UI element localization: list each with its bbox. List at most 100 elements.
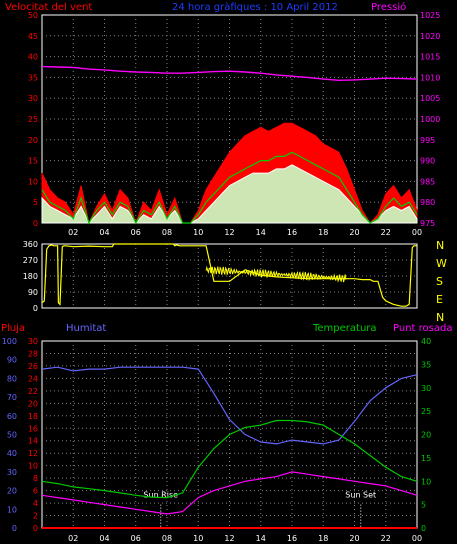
x-tick-label: 04 [99,228,109,237]
x-tick-label: 00 [412,534,422,543]
y-tick-label: 1005 [420,94,440,103]
y-tick-label: 60 [7,412,17,421]
wind-speed-label: Velocitat del vent [5,2,92,13]
y-tick-label: 80 [7,374,17,383]
y-tick-label: 90 [28,288,38,297]
y-tick-label: 14 [28,437,38,446]
sunrise-label: Sun Rise [143,491,178,500]
x-tick-label: 22 [381,534,391,543]
y-tick-label: 16 [28,424,38,433]
y-tick-label: 1015 [420,53,440,62]
x-tick-label: 10 [193,228,203,237]
y-tick-label: 6 [33,487,38,496]
y-tick-label: 45 [28,32,38,41]
compass-label-w: W [436,257,447,270]
y-tick-label: 26 [28,362,38,371]
y-tick-label: 0 [12,524,17,533]
y-tick-label: 990 [420,157,435,166]
dewpoint-series-line [41,471,418,515]
x-tick-label: 16 [287,228,297,237]
y-tick-label: 0 [33,304,38,313]
y-tick-label: 985 [420,177,435,186]
x-tick-label: 04 [99,534,109,543]
y-tick-label: 5 [33,198,38,207]
compass-label-e: E [436,293,443,306]
pressure-series-line [41,65,418,82]
temp-humidity-panel: 0246810121416182022242628300102030405060… [2,337,431,543]
y-tick-label: 980 [420,198,435,207]
y-tick-label: 30 [421,384,431,393]
y-tick-label: 35 [421,360,431,369]
x-tick-label: 18 [318,534,328,543]
y-tick-label: 30 [28,337,38,346]
y-tick-label: 0 [33,219,38,228]
y-tick-label: 2 [33,512,38,521]
y-tick-label: 1010 [420,73,440,82]
y-tick-label: 10 [28,177,38,186]
humidity-series-line [41,366,418,445]
x-tick-label: 12 [224,534,234,543]
y-tick-label: 1000 [420,115,440,124]
sunset-label: Sun Set [345,491,376,500]
rain-label: Pluja [1,323,25,334]
y-tick-label: 28 [28,349,38,358]
chart-title: 24 hora gràfiques : 10 April 2012 [172,1,338,13]
y-tick-label: 360 [23,240,38,249]
wind-direction-panel: 0 90 180 270 360 [23,240,418,313]
y-tick-label: 0 [421,524,426,533]
y-tick-label: 25 [28,115,38,124]
y-tick-label: 10 [7,505,17,514]
y-tick-label: 975 [420,219,435,228]
y-tick-label: 22 [28,387,38,396]
y-tick-label: 70 [7,393,17,402]
x-tick-label: 12 [224,228,234,237]
dewpoint-label: Punt rosada [393,323,452,334]
y-tick-label: 0 [33,524,38,533]
y-tick-label: 40 [7,449,17,458]
y-tick-label: 18 [28,412,38,421]
y-tick-label: 1020 [420,32,440,41]
x-tick-label: 20 [349,228,359,237]
y-tick-label: 15 [28,157,38,166]
x-tick-label: 06 [131,228,141,237]
wind-speed-series-line [41,151,418,225]
y-tick-label: 995 [420,136,435,145]
wind-direction-series-line [41,243,417,307]
y-tick-label: 1025 [420,11,440,20]
y-tick-label: 35 [28,73,38,82]
y-tick-label: 20 [28,136,38,145]
x-tick-label: 22 [381,228,391,237]
y-tick-label: 50 [7,431,17,440]
y-tick-label: 40 [28,53,38,62]
compass-label-s: S [436,275,443,288]
temperature-series-line [41,419,418,499]
y-tick-label: 10 [421,477,431,486]
y-tick-label: 24 [28,374,38,383]
x-tick-label: 02 [68,228,78,237]
y-tick-label: 40 [421,337,431,346]
wind-direction-variation-line [205,265,347,283]
x-tick-label: 02 [68,534,78,543]
y-tick-label: 20 [28,399,38,408]
x-tick-label: 08 [162,534,172,543]
y-tick-label: 25 [421,407,431,416]
compass-label-n-bottom: N [436,311,444,324]
x-tick-label: 00 [412,228,422,237]
y-tick-label: 15 [421,454,431,463]
y-tick-label: 10 [28,462,38,471]
y-tick-label: 8 [33,474,38,483]
y-tick-label: 90 [7,356,17,365]
y-tick-label: 180 [23,272,38,281]
x-tick-label: 14 [256,534,266,543]
compass-label-n-top: N [436,239,444,252]
y-tick-label: 100 [2,337,17,346]
x-tick-label: 10 [193,534,203,543]
y-tick-label: 50 [28,11,38,20]
x-tick-label: 20 [349,534,359,543]
y-tick-label: 5 [421,501,426,510]
y-tick-label: 12 [28,449,38,458]
temperature-label: Temperatura [312,323,377,334]
y-tick-label: 20 [421,431,431,440]
